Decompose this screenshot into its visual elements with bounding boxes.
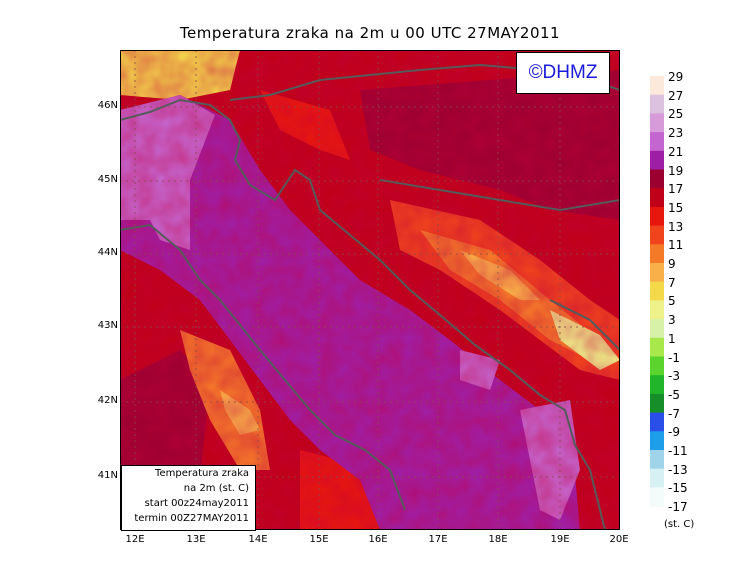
colorbar-swatch	[650, 487, 664, 507]
colorbar-tick-label: -3	[668, 369, 680, 384]
legend-line: termin 00Z27MAY2011	[134, 513, 249, 524]
lon-label: 14E	[248, 534, 268, 545]
colorbar-tick-label: -17	[668, 500, 688, 515]
lon-label: 18E	[488, 534, 508, 545]
colorbar-tick-label: -7	[668, 406, 680, 421]
colorbar-tick-label: 11	[668, 238, 684, 253]
lat-label: 42N	[97, 395, 118, 406]
colorbar-tick-label: 15	[668, 200, 684, 215]
colorbar-tick-label: 27	[668, 88, 684, 103]
colorbar-swatch	[650, 94, 664, 114]
colorbar-tick-label: 25	[668, 107, 684, 122]
colorbar-swatch	[650, 225, 664, 245]
colorbar-swatch	[650, 412, 664, 432]
lon-label: 20E	[609, 534, 629, 545]
colorbar-tick-label: -9	[668, 425, 680, 440]
lon-label: 12E	[125, 534, 145, 545]
chart-title: Temperatura zraka na 2m u 00 UTC 27MAY20…	[179, 24, 561, 42]
colorbar-tick-label: -5	[668, 387, 680, 402]
lon-label: 19E	[550, 534, 570, 545]
colorbar	[650, 76, 664, 507]
colorbar-swatch	[650, 244, 664, 264]
field-texture	[120, 50, 620, 530]
lat-label: 44N	[97, 247, 118, 258]
colorbar-swatch	[650, 393, 664, 414]
colorbar-tick-label: 21	[668, 144, 684, 159]
colorbar-tick-label: 19	[668, 163, 684, 178]
lat-label: 41N	[97, 470, 118, 481]
colorbar-swatch	[650, 150, 664, 170]
colorbar-swatch	[650, 188, 664, 208]
temperature-map	[120, 50, 620, 530]
colorbar-swatch	[650, 113, 664, 133]
lon-label: 15E	[309, 534, 329, 545]
colorbar-swatch	[650, 375, 664, 395]
lat-label: 45N	[97, 174, 118, 185]
colorbar-swatch	[650, 169, 664, 189]
colorbar-tick-label: 7	[668, 275, 676, 290]
legend-box: Temperatura zraka na 2m (st. C) start 00…	[121, 465, 256, 531]
colorbar-swatch	[650, 132, 664, 152]
map-frame	[120, 50, 620, 530]
lon-label: 13E	[186, 534, 206, 545]
colorbar-tick-label: 3	[668, 313, 676, 328]
logo-text: ©DHMZ	[528, 62, 598, 83]
colorbar-swatch	[650, 206, 664, 227]
lat-label: 46N	[97, 100, 118, 111]
colorbar-tick-label: -11	[668, 444, 688, 458]
colorbar-tick-label: 1	[668, 331, 676, 346]
lon-label: 16E	[368, 534, 388, 545]
colorbar-tick-label: 29	[668, 70, 684, 84]
legend-line: na 2m (st. C)	[183, 483, 249, 494]
lon-label: 17E	[428, 534, 448, 545]
colorbar-tick-label: 9	[668, 257, 676, 271]
colorbar-swatch	[650, 450, 664, 470]
colorbar-swatch	[650, 356, 664, 376]
colorbar-swatch	[650, 468, 664, 488]
colorbar-tick-label: -15	[668, 481, 688, 496]
colorbar-swatch	[650, 431, 664, 451]
colorbar-swatch	[650, 300, 664, 320]
colorbar-swatch	[650, 76, 664, 96]
legend-line: Temperatura zraka	[155, 468, 249, 479]
legend-line: start 00z24may2011	[144, 498, 249, 509]
colorbar-tick-label: 5	[668, 294, 676, 309]
colorbar-tick-label: 17	[668, 182, 684, 197]
lat-label: 43N	[97, 320, 118, 331]
colorbar-tick-label: -1	[668, 350, 680, 365]
colorbar-units: (st. C)	[664, 519, 695, 530]
graticule	[120, 50, 620, 530]
dhmz-logo: ©DHMZ	[516, 52, 610, 94]
colorbar-swatch	[650, 337, 664, 357]
colorbar-tick-label: 13	[668, 219, 684, 234]
colorbar-tick-label: 23	[668, 126, 684, 141]
colorbar-swatch	[650, 319, 664, 339]
colorbar-tick-label: -13	[668, 462, 688, 477]
colorbar-swatch	[650, 281, 664, 301]
colorbar-swatch	[650, 263, 664, 283]
